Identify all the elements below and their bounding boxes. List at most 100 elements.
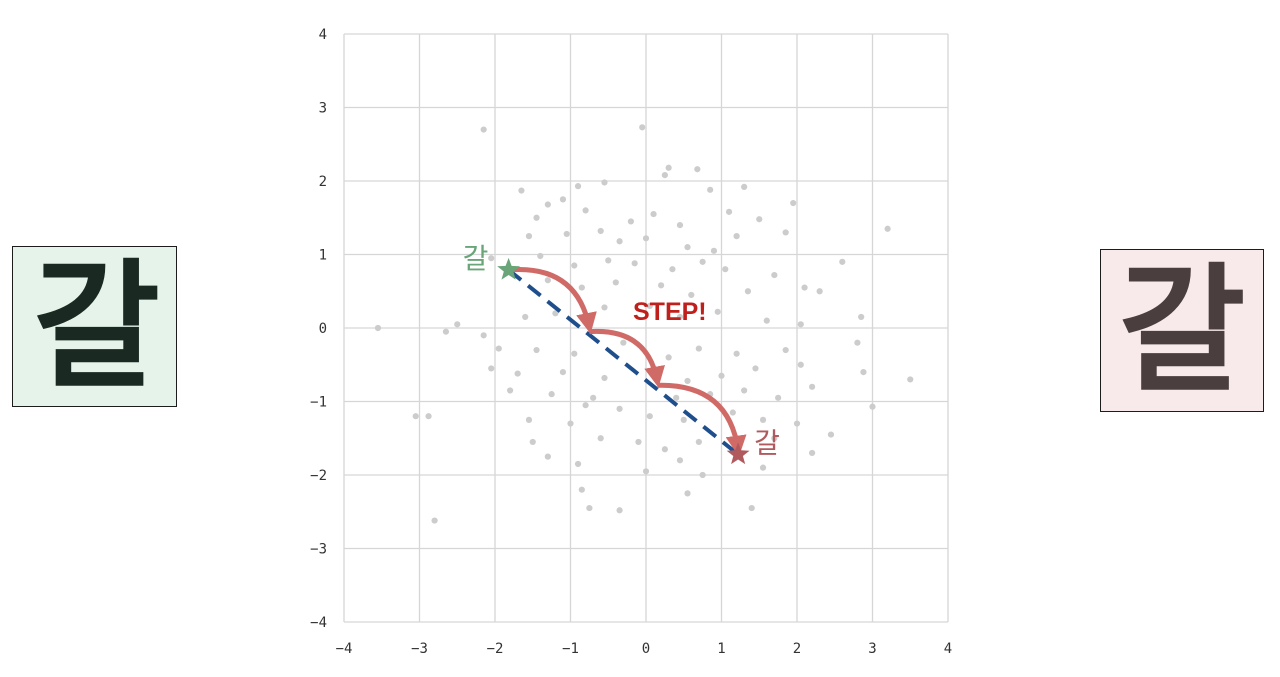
scatter-point: [567, 420, 574, 427]
scatter-point: [601, 304, 608, 311]
scatter-point: [763, 317, 770, 324]
scatter-point: [684, 377, 691, 385]
scatter-point: [827, 431, 835, 438]
y-tick-label: 4: [319, 27, 327, 43]
x-tick-label: 2: [793, 641, 801, 657]
scatter-point: [635, 438, 642, 446]
scatter-point: [782, 346, 789, 354]
scatter-point: [771, 271, 778, 279]
scatter-point: [741, 387, 748, 394]
scatter-point: [374, 324, 382, 332]
x-tick-label: −4: [336, 641, 353, 657]
scatter-point: [442, 328, 450, 335]
scatter-point: [884, 225, 891, 232]
scatter-point: [605, 257, 612, 264]
scatter-point: [559, 369, 567, 376]
scatter-point: [695, 438, 702, 446]
scatter-point: [639, 124, 646, 131]
y-tick-label: −1: [310, 395, 327, 411]
scatter-point: [646, 413, 653, 420]
scatter-point: [480, 332, 487, 339]
scatter-point: [578, 486, 585, 493]
scatter-point: [514, 370, 521, 377]
scatter-point: [793, 420, 801, 427]
axis-ticks: −4 −3 −2 −1 0 1 2 3 4 4 3 2 1 0 −1 −2 −3 −4: [310, 27, 952, 657]
scatter-point: [548, 391, 555, 398]
scatter-point: [752, 365, 759, 372]
scatter-point: [537, 252, 544, 260]
source-glyph: 갈: [33, 245, 160, 407]
scatter-point: [684, 490, 691, 497]
scatter-point: [858, 313, 865, 321]
scatter-point: [733, 233, 740, 240]
scatter-point: [680, 416, 687, 423]
y-tick-label: −4: [310, 615, 327, 631]
scatter-point: [860, 369, 867, 376]
step-arrow: [657, 382, 747, 457]
scatter-point: [907, 376, 914, 383]
scatter-point: [869, 403, 876, 410]
scatter-point: [620, 339, 627, 346]
scatter-point: [797, 361, 804, 368]
step-arrow: [589, 328, 665, 388]
scatter-point: [782, 229, 789, 236]
scatter-point: [616, 507, 623, 514]
scatter-point: [694, 166, 701, 173]
x-tick-label: 0: [642, 641, 650, 657]
y-tick-label: 0: [319, 321, 327, 337]
scatter-point: [578, 284, 585, 291]
y-tick-label: −2: [310, 468, 327, 484]
scatter-point: [574, 460, 582, 468]
y-tick-label: 3: [319, 101, 327, 117]
scatter-point: [601, 374, 608, 382]
scatter-point: [733, 350, 740, 357]
scatter-point: [756, 216, 763, 223]
scatter-point: [631, 260, 638, 267]
scatter-point: [518, 187, 525, 194]
scatter-point: [571, 262, 578, 269]
scatter-point: [725, 208, 733, 215]
scatter-point: [661, 172, 668, 179]
scatter-point: [559, 196, 567, 203]
y-tick-label: 2: [319, 174, 327, 190]
scatter-point: [525, 416, 533, 423]
scatter-point: [809, 449, 816, 457]
scatter-point: [574, 183, 582, 190]
scatter-point: [454, 321, 461, 328]
scatter-point: [707, 186, 714, 193]
step-overlay: 갈갈: [463, 242, 780, 465]
scatter-point: [612, 279, 619, 286]
start-label: 갈: [463, 242, 489, 275]
scatter-point: [688, 291, 695, 299]
scatter-point: [616, 405, 623, 412]
scatter-point: [646, 302, 653, 310]
scatter-point: [480, 126, 487, 133]
y-tick-label: −3: [310, 542, 327, 558]
scatter-point: [676, 313, 684, 321]
scatter-point: [642, 468, 650, 475]
scatter-point: [590, 394, 597, 401]
scatter-point: [601, 179, 608, 186]
scatter-point: [729, 409, 736, 416]
scatter-point: [801, 284, 808, 291]
scatter-point: [544, 277, 551, 284]
target-glyph: 갈: [1118, 249, 1246, 411]
scatter-point: [563, 230, 570, 238]
scatter-point: [797, 321, 804, 328]
scatter-point: [522, 313, 529, 321]
scatter-point: [699, 471, 706, 479]
scatter-point: [676, 457, 684, 464]
scatter-point: [544, 453, 551, 460]
scatter-point: [699, 258, 706, 265]
step-arrow: [508, 267, 597, 334]
x-tick-label: −3: [411, 641, 428, 657]
scatter-point: [544, 201, 551, 208]
scatter-point: [552, 310, 559, 317]
scatter-point: [718, 372, 725, 379]
start-star: [497, 257, 520, 280]
scatter-point: [665, 354, 672, 361]
scatter-point: [775, 394, 782, 401]
scatter-point: [425, 413, 432, 420]
scatter-point: [673, 394, 680, 401]
y-tick-label: 1: [319, 248, 327, 264]
